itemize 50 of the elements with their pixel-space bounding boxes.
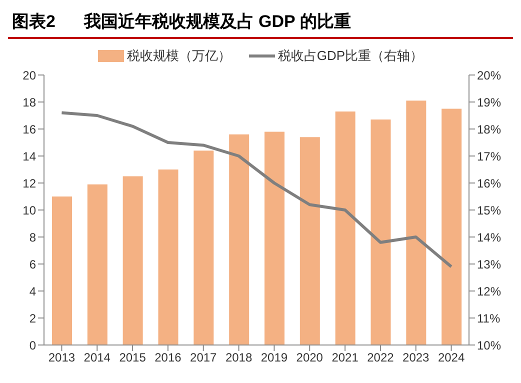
y2-tick-label: 15%	[477, 203, 502, 218]
bar	[300, 137, 320, 345]
x-tick-label: 2015	[119, 350, 146, 365]
x-tick-label: 2018	[225, 350, 252, 365]
y-tick-label: 12	[22, 176, 36, 190]
legend-label: 税收占GDP比重（右轴）	[278, 47, 424, 65]
y2-tick-label: 14%	[477, 230, 502, 244]
x-tick-label: 2013	[48, 350, 76, 365]
y2-tick-label: 20%	[477, 68, 502, 82]
y-tick-label: 10	[22, 203, 36, 218]
bar	[158, 170, 178, 345]
line-series	[60, 111, 453, 268]
bar	[87, 184, 108, 345]
x-tick-label: 2016	[154, 350, 182, 365]
y2-tick-label: 13%	[477, 257, 502, 272]
y-tick-label: 2	[29, 311, 36, 326]
bar	[335, 111, 356, 345]
bar	[194, 150, 214, 345]
y2-tick-label: 12%	[477, 284, 502, 298]
x-tick-label: 2014	[84, 350, 111, 365]
y-tick-label: 14	[22, 149, 36, 164]
legend-label: 税收规模（万亿）	[126, 47, 231, 65]
y2-tick-label: 10%	[477, 338, 502, 352]
y-tick-label: 18	[22, 95, 36, 110]
x-tick-label: 2024	[438, 350, 465, 365]
x-tick-label: 2019	[260, 350, 288, 365]
y-tick-label: 8	[29, 230, 36, 244]
bar	[264, 132, 284, 345]
x-tick-label: 2017	[190, 350, 218, 365]
y-tick-label: 6	[29, 257, 36, 272]
y-tick-label: 4	[29, 284, 36, 298]
x-tick-label: 2023	[402, 350, 430, 365]
y2-tick-label: 16%	[477, 176, 502, 190]
x-tick-label: 2022	[367, 350, 394, 365]
bar	[122, 176, 143, 345]
bar	[52, 196, 72, 345]
bar	[370, 120, 391, 345]
chart-title: 图表2 我国近年税收规模及占 GDP 的比重	[8, 8, 513, 39]
y2-tick-label: 17%	[477, 149, 502, 164]
y-tick-label: 0	[29, 338, 36, 352]
bar	[442, 108, 462, 345]
x-tick-label: 2021	[332, 350, 359, 365]
y2-tick-label: 19%	[477, 95, 502, 110]
y2-tick-label: 18%	[477, 122, 502, 136]
x-tick-label: 2020	[296, 350, 324, 365]
bar	[229, 134, 250, 345]
bar	[406, 100, 426, 345]
y-tick-label: 20	[22, 68, 36, 82]
y2-tick-label: 11%	[477, 311, 500, 326]
y-tick-label: 16	[22, 122, 36, 136]
